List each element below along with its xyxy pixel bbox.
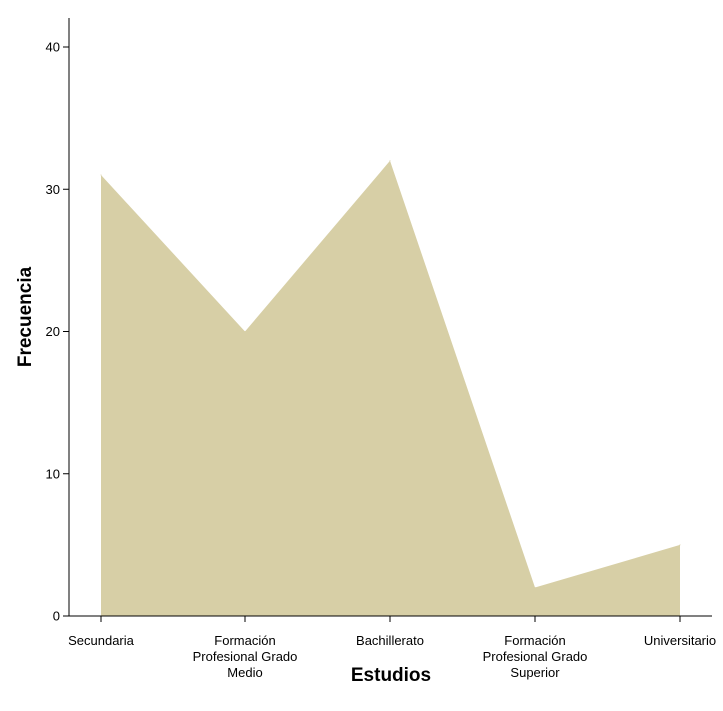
y-ticks: 0 10 20 30 40 — [46, 40, 69, 624]
data-point-2 — [244, 331, 246, 332]
x-axis-title: Estudios — [351, 665, 431, 686]
area-layer — [100, 160, 681, 617]
data-point-5 — [679, 544, 681, 546]
data-point-1 — [100, 174, 102, 176]
x-ticks: Secundaria Formación Profesional Grado Medi… — [68, 616, 716, 680]
y-tick-label: 20 — [46, 324, 60, 339]
x-tick-label: Secundaria — [68, 633, 135, 648]
x-tick-label: Formación Profesional Grado Medio — [193, 633, 298, 680]
y-tick-label: 0 — [53, 609, 60, 624]
y-tick-label: 30 — [46, 182, 60, 197]
y-axis-title: Frecuencia — [15, 266, 36, 367]
x-tick-label: Bachillerato — [356, 633, 424, 648]
y-tick-label: 40 — [46, 40, 60, 55]
x-tick-label: Formación Profesional Grado Superior — [483, 633, 588, 680]
data-point-4 — [534, 587, 536, 588]
y-tick-label: 10 — [46, 466, 60, 481]
data-point-3 — [389, 160, 391, 162]
area-series — [101, 160, 680, 617]
x-tick-label: Universitario — [644, 633, 716, 648]
